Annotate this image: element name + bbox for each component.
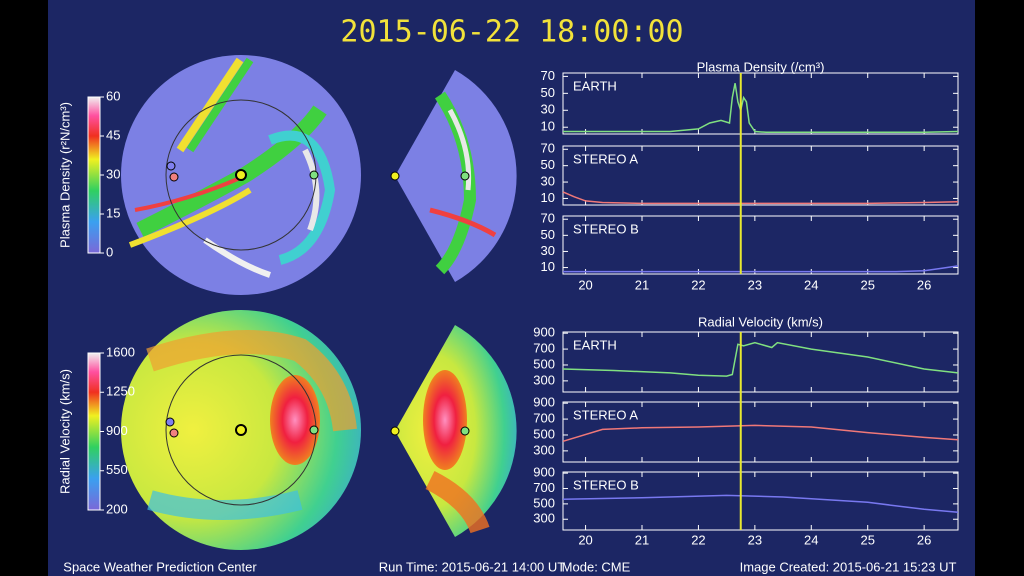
colorbar-tick-label: 200 <box>106 501 128 516</box>
panel-label: STEREO B <box>573 221 639 236</box>
x-tick-label: 25 <box>860 532 874 547</box>
x-tick-label: 25 <box>860 277 874 292</box>
y-tick-label: 900 <box>533 325 555 340</box>
x-tick-label: 24 <box>804 277 818 292</box>
x-tick-label: 20 <box>578 277 592 292</box>
y-tick-label: 700 <box>533 341 555 356</box>
y-tick-label: 700 <box>533 480 555 495</box>
y-tick-label: 50 <box>541 157 555 172</box>
footer-center: Space Weather Prediction Center <box>63 559 257 574</box>
velocity-wedge <box>390 325 517 537</box>
panel-frame <box>562 215 959 275</box>
colorbar-tick-label: 30 <box>106 166 120 181</box>
colorbar-tick-label: 900 <box>106 423 128 438</box>
x-tick-label: 24 <box>804 532 818 547</box>
series-line <box>562 424 959 443</box>
x-tick-label: 23 <box>748 532 762 547</box>
y-tick-label: 300 <box>533 511 555 526</box>
colorbar-tick-label: 0 <box>106 244 113 259</box>
panel-frame <box>562 401 959 463</box>
y-tick-label: 30 <box>541 102 555 117</box>
colorbar-label: Radial Velocity (km/s) <box>57 369 72 494</box>
x-tick-label: 22 <box>691 532 705 547</box>
panel-label: STEREO A <box>573 407 638 422</box>
density-disk <box>121 55 361 295</box>
colorbar <box>87 352 101 511</box>
y-tick-label: 500 <box>533 495 555 510</box>
y-tick-label: 10 <box>541 190 555 205</box>
panel-frame <box>562 72 959 135</box>
colorbar-tick-label: 1600 <box>106 344 135 359</box>
series-line <box>563 265 959 273</box>
y-tick-label: 50 <box>541 85 555 100</box>
panel-label: EARTH <box>573 78 617 93</box>
colorbar-label: Plasma Density (r²N/cm³) <box>57 102 72 248</box>
y-tick-label: 900 <box>533 395 555 410</box>
x-tick-label: 23 <box>748 277 762 292</box>
x-tick-label: 26 <box>917 277 931 292</box>
panel-frame <box>562 471 959 531</box>
x-tick-label: 21 <box>635 532 649 547</box>
y-tick-label: 70 <box>541 68 555 83</box>
series-line <box>563 83 959 134</box>
panel-label: STEREO B <box>573 477 639 492</box>
footer-run-time: Run Time: 2015-06-21 14:00 UT <box>379 559 565 574</box>
chart-title: Plasma Density (/cm³) <box>697 59 825 74</box>
panel-label: STEREO A <box>573 151 638 166</box>
chart-title: Radial Velocity (km/s) <box>698 314 823 329</box>
series-line <box>562 191 959 205</box>
footer-mode: Mode: CME <box>562 559 631 574</box>
y-tick-label: 10 <box>541 119 555 134</box>
colorbar-tick-label: 1250 <box>106 384 135 399</box>
y-tick-label: 30 <box>541 173 555 188</box>
y-tick-label: 10 <box>541 259 555 274</box>
x-tick-label: 26 <box>917 532 931 547</box>
y-tick-label: 300 <box>533 372 555 387</box>
colorbar-tick-label: 45 <box>106 127 120 142</box>
colorbar <box>87 96 101 254</box>
density-wedge <box>390 70 517 282</box>
colorbar-tick-label: 550 <box>106 462 128 477</box>
y-tick-label: 300 <box>533 442 555 457</box>
y-tick-label: 50 <box>541 227 555 242</box>
y-tick-label: 500 <box>533 426 555 441</box>
y-tick-label: 900 <box>533 465 555 480</box>
y-tick-label: 70 <box>541 141 555 156</box>
x-tick-label: 20 <box>578 532 592 547</box>
timestamp: 2015-06-22 18:00:00 <box>340 15 683 50</box>
y-tick-label: 500 <box>533 356 555 371</box>
panel-label: EARTH <box>573 337 617 352</box>
y-tick-label: 30 <box>541 243 555 258</box>
series-line <box>562 341 959 377</box>
footer-created: Image Created: 2015-06-21 15:23 UT <box>740 559 957 574</box>
series-line <box>562 494 959 514</box>
velocity-disk <box>121 310 361 550</box>
colorbar-tick-label: 15 <box>106 205 120 220</box>
y-tick-label: 70 <box>541 211 555 226</box>
y-tick-label: 700 <box>533 411 555 426</box>
x-tick-label: 22 <box>691 277 705 292</box>
x-tick-label: 21 <box>635 277 649 292</box>
panel-frame <box>562 331 959 393</box>
panel-frame <box>562 145 959 206</box>
colorbar-tick-label: 60 <box>106 88 120 103</box>
